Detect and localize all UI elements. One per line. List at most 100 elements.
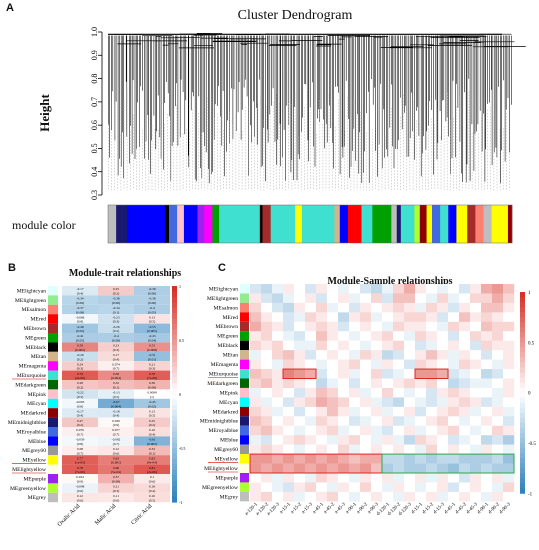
sample-cell [393, 312, 405, 322]
trait-cell-pvalue: (0.3) [77, 367, 84, 371]
sample-cell [382, 491, 394, 502]
sample-cell [349, 444, 361, 455]
sample-cell [305, 331, 317, 341]
sample-cell [283, 378, 295, 389]
sample-cell [459, 340, 471, 351]
trait-cell-pvalue: (0.7) [113, 432, 120, 436]
sample-cell [261, 425, 273, 436]
sample-cell [349, 369, 361, 379]
module-color-segment [169, 205, 178, 243]
trait-cell [62, 286, 98, 296]
sample-cell [448, 473, 460, 483]
sample-cell [448, 312, 460, 322]
sample-cell [415, 369, 427, 379]
sample-cell [382, 312, 394, 322]
sample-cell [283, 302, 295, 313]
module-swatch [240, 491, 249, 502]
legend-step [172, 469, 177, 476]
trait-cell-corr: 0.18 [149, 485, 155, 489]
trait-cell-corr: 0.16 [149, 428, 155, 432]
sample-cell [503, 302, 515, 313]
trait-cell-corr: 0.66 [113, 466, 119, 470]
module-color-segment [116, 205, 128, 243]
sample-cell [382, 482, 394, 493]
legend-step [172, 367, 177, 373]
trait-cell [98, 380, 134, 390]
trait-cell-corr: -0.38 [112, 297, 119, 301]
sample-cell [371, 387, 383, 398]
sample-cell [338, 293, 350, 304]
sample-cell [470, 425, 482, 436]
sample-cell [503, 425, 515, 436]
trait-cell [62, 464, 98, 474]
sample-cell [305, 435, 317, 445]
trait-cell-pvalue: (0.9) [113, 423, 120, 427]
module-swatch [240, 435, 249, 445]
trait-cell-pvalue: (1e-05) [75, 461, 85, 465]
module-swatch [48, 380, 58, 390]
sample-cell [283, 416, 295, 426]
trait-cell-corr: 0.33 [149, 447, 155, 451]
sample-cell [360, 378, 372, 389]
legend-step [520, 392, 525, 399]
trait-cell-pvalue: (0.08) [148, 385, 156, 389]
sample-cell [415, 293, 427, 304]
sample-cell [459, 293, 471, 304]
sample-cell [349, 312, 361, 322]
module-color-segment [177, 205, 185, 243]
sample-cell [261, 378, 273, 389]
sample-cell [503, 473, 515, 483]
module-swatch [240, 387, 249, 398]
trait-cell-corr: 0.0099 [147, 391, 157, 395]
sample-cell [382, 425, 394, 436]
trait-cell-pvalue: (0.06) [148, 301, 156, 305]
trait-cell-pvalue: (0.02) [148, 404, 156, 408]
module-swatch [240, 293, 249, 303]
legend-step [520, 382, 525, 389]
trait-cell-corr: -0.17 [76, 409, 83, 413]
sample-cell [492, 491, 504, 502]
legend-tick: -1 [528, 492, 533, 497]
sample-cell [283, 369, 295, 379]
sample-cell [316, 425, 328, 436]
module-label-MEblack: MEblack [217, 343, 238, 349]
sample-cell [415, 350, 427, 360]
sample-cell [481, 369, 493, 379]
sample-cell [261, 340, 273, 351]
sample-cell [360, 321, 372, 332]
module-label-MEgrey60: MEgrey60 [22, 448, 46, 454]
sample-cell [283, 350, 295, 360]
trait-cell-pvalue: (0.02) [76, 329, 84, 333]
sample-cell [360, 331, 372, 341]
sample-cell [426, 491, 438, 502]
sample-cell [492, 397, 504, 408]
module-label-MEgrey: MEgrey [220, 494, 239, 500]
sample-cell [481, 416, 493, 426]
sample-cell [349, 473, 361, 483]
sample-cell [503, 416, 515, 426]
sample-cell [272, 331, 284, 341]
trait-cell-corr: -0.55 [148, 325, 155, 329]
sample-cell [382, 340, 394, 351]
sample-cell [294, 435, 306, 445]
trait-cell-corr: -0.22 [76, 391, 83, 395]
sample-cell [338, 350, 350, 360]
trait-cell-corr: -0.39 [148, 287, 155, 291]
legend-step [172, 496, 177, 503]
module-label-MEdarkgreen: MEdarkgreen [15, 382, 46, 388]
module-swatch [240, 444, 249, 455]
trait-cell [62, 455, 98, 465]
trait-cell-corr: 0.036 [112, 419, 120, 423]
sample-cell [459, 284, 471, 294]
sample-cell [426, 482, 438, 493]
sample-cell [250, 435, 262, 445]
legend-step [520, 397, 525, 404]
legend-step [172, 464, 177, 471]
sample-cell [261, 406, 273, 417]
sample-cell [415, 302, 427, 313]
module-label-MEdarkred: MEdarkred [21, 411, 47, 417]
sample-cell [415, 425, 427, 436]
sample-cell [261, 482, 273, 493]
trait-cell-pvalue: (0.5) [149, 498, 156, 502]
legend-step [172, 453, 177, 460]
